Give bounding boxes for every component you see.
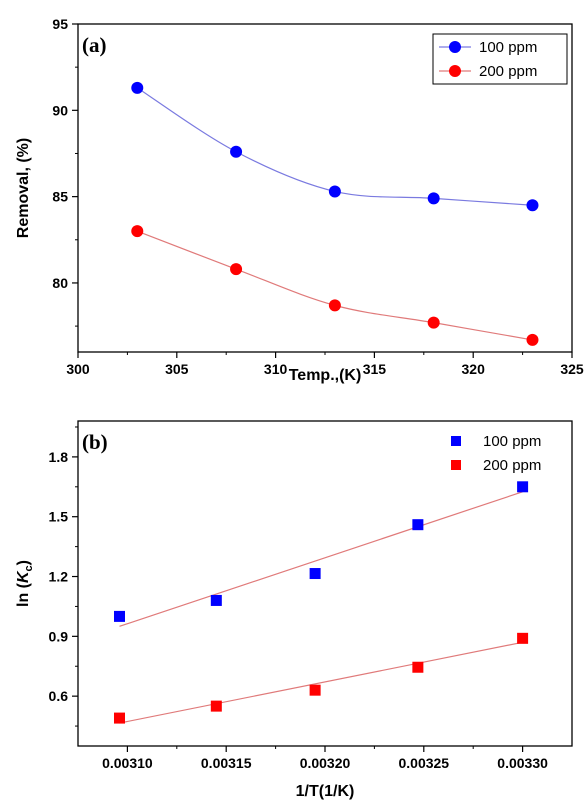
data-point — [328, 185, 341, 198]
y-tick-label: 85 — [52, 189, 68, 205]
data-point — [427, 192, 440, 205]
x-tick-label: 0.00310 — [102, 755, 153, 771]
y-tick-label: 95 — [52, 16, 68, 32]
data-point — [210, 700, 222, 712]
data-point — [517, 632, 529, 644]
y-tick-label: 0.6 — [49, 688, 69, 704]
fit-line — [119, 641, 523, 724]
y-axis-label: Removal, (%) — [15, 138, 32, 238]
data-point — [412, 519, 424, 531]
data-point — [230, 145, 243, 158]
y-tick-label: 90 — [52, 102, 68, 118]
x-tick-label: 305 — [165, 361, 189, 377]
legend-label: 200 ppm — [479, 63, 537, 80]
x-tick-label: 0.00330 — [497, 755, 548, 771]
data-point — [309, 568, 321, 580]
data-point — [113, 712, 125, 724]
x-tick-label: 0.00315 — [201, 755, 252, 771]
x-tick-label: 310 — [264, 361, 288, 377]
data-point — [113, 610, 125, 622]
legend-marker — [451, 460, 461, 470]
x-tick-label: 325 — [560, 361, 584, 377]
x-axis-label: 1/T(1/K) — [296, 783, 355, 800]
legend: 100 ppm 200 ppm — [432, 33, 568, 85]
x-axis-label: Temp.,(K) — [289, 367, 362, 384]
data-point — [230, 263, 243, 276]
y-tick-label: 1.2 — [49, 569, 69, 585]
y-tick-label: 1.5 — [49, 509, 69, 525]
data-point — [309, 684, 321, 696]
data-point — [210, 594, 222, 606]
chart-panel-b: 0.00310 0.00315 0.00320 0.00325 0.00330 0.6 0.… — [15, 420, 573, 800]
fit-line — [119, 491, 523, 627]
y-tick-label: 1.8 — [49, 449, 69, 465]
x-tick-label: 320 — [462, 361, 486, 377]
x-tick-label: 0.00325 — [398, 755, 449, 771]
x-tick-label: 0.00320 — [300, 755, 351, 771]
panel-label: (a) — [82, 33, 107, 57]
data-point — [131, 225, 144, 238]
legend-marker — [451, 436, 461, 446]
chart-panel-a: 300 305 310 315 320 325 80 85 90 95 Temp.,(K) Remov… — [15, 16, 584, 384]
legend-label: 200 ppm — [483, 457, 541, 474]
data-point — [131, 81, 144, 94]
x-tick-label: 315 — [363, 361, 387, 377]
y-axis-label: ln (Kc) — [15, 560, 35, 607]
legend: 100 ppm 200 ppm — [451, 433, 541, 474]
panel-label: (b) — [82, 430, 108, 454]
series-line — [137, 230, 533, 341]
data-point — [427, 316, 440, 329]
y-tick-label: 0.9 — [49, 628, 69, 644]
data-point — [526, 333, 539, 346]
y-tick-label: 80 — [52, 275, 68, 291]
data-point — [328, 299, 341, 312]
legend-marker — [449, 41, 461, 53]
data-point — [412, 661, 424, 673]
legend-marker — [449, 65, 461, 77]
data-point — [526, 199, 539, 212]
legend-label: 100 ppm — [479, 39, 537, 56]
legend-label: 100 ppm — [483, 433, 541, 450]
x-tick-label: 300 — [66, 361, 90, 377]
data-point — [517, 481, 529, 493]
